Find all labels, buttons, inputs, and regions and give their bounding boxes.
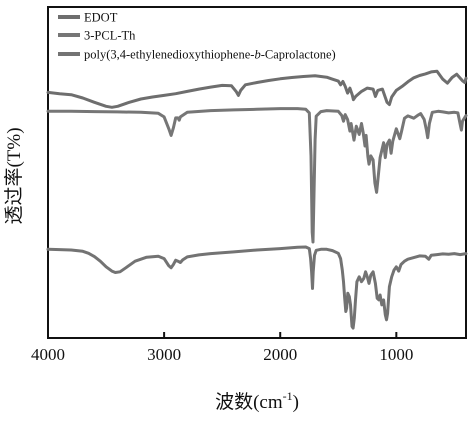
x-axis-ticks: 4000 3000 2000 1000	[31, 332, 413, 364]
x-axis-title-main: 波数(cm	[215, 391, 283, 413]
series-layer	[46, 69, 468, 330]
x-axis-title: 波数(cm-1)	[215, 389, 299, 413]
legend-label-3-pcl-th: 3-PCL-Th	[84, 29, 136, 43]
x-axis-title-superscript: -1	[283, 389, 293, 403]
legend: EDOT 3-PCL-Th poly(3,4-ethylenedioxythio…	[58, 11, 336, 62]
y-axis-title: 透过率(T%)	[3, 127, 25, 224]
x-tick-label-1000: 1000	[379, 345, 413, 364]
series-line-copolymer	[46, 245, 468, 330]
legend-label-copolymer-part1: poly(3,4-ethylenedioxythiophene-	[84, 48, 254, 62]
legend-label-copolymer-italic: b	[254, 48, 260, 62]
plot-frame	[47, 6, 467, 339]
x-tick-label-3000: 3000	[147, 345, 181, 364]
x-axis-title-close: )	[293, 392, 299, 413]
legend-label-copolymer-part2: -Caprolactone)	[261, 48, 336, 62]
legend-label-copolymer: poly(3,4-ethylenedioxythiophene-b-Caprol…	[84, 48, 336, 62]
series-line-3-pcl-th	[46, 107, 468, 244]
x-tick-label-4000: 4000	[31, 345, 65, 364]
series-line-edot	[46, 69, 468, 109]
x-tick-label-2000: 2000	[263, 345, 297, 364]
legend-label-edot: EDOT	[84, 11, 118, 25]
